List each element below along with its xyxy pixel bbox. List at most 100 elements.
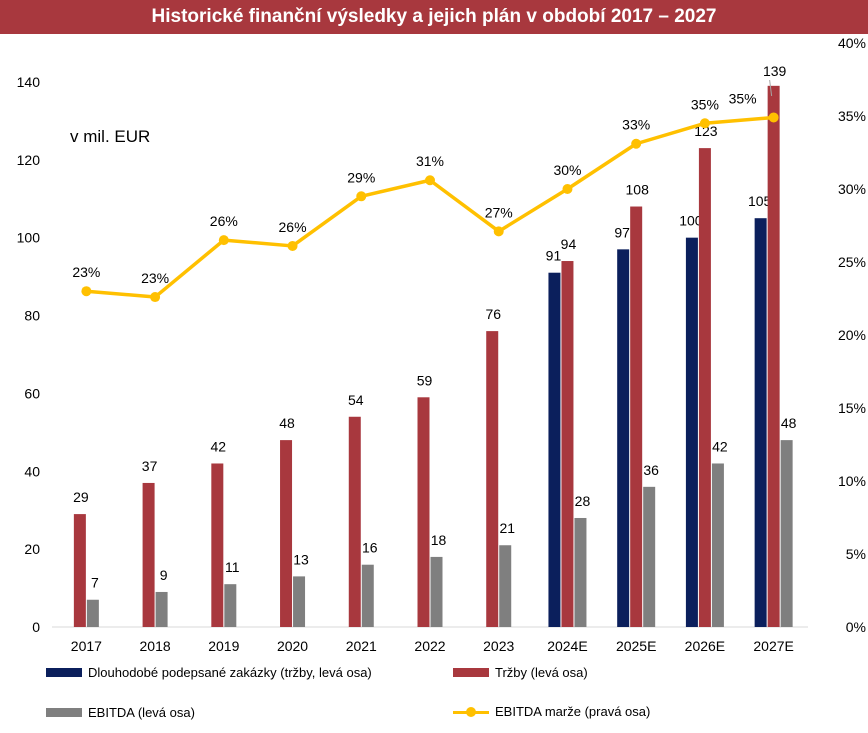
bar-ebitda	[430, 556, 443, 627]
y2-tick-label: 30%	[838, 181, 866, 197]
point-margin	[699, 118, 710, 129]
y2-tick-label: 40%	[838, 35, 866, 51]
bar-ebitda	[643, 486, 656, 627]
data-label-revenue: 139	[763, 63, 787, 79]
y2-tick-label: 0%	[846, 619, 866, 635]
legend-ebitda: EBITDA (levá osa)	[46, 705, 195, 720]
point-margin	[493, 226, 504, 237]
x-tick-label: 2021	[346, 638, 377, 654]
bar-ebitda	[293, 576, 306, 627]
data-label-ebitda: 13	[293, 551, 309, 567]
data-label-ebitda: 18	[431, 532, 447, 548]
bar-revenue	[417, 397, 430, 627]
point-margin	[356, 191, 367, 202]
x-tick-label: 2023	[483, 638, 514, 654]
bar-revenue	[767, 85, 780, 628]
data-label-revenue: 48	[279, 415, 295, 431]
point-margin	[562, 184, 573, 194]
point-margin	[150, 292, 161, 303]
data-label-revenue: 59	[417, 372, 433, 388]
data-label-ebitda: 28	[575, 493, 591, 509]
legend-contracts-label: Dlouhodobé podepsané zakázky (tržby, lev…	[88, 665, 372, 680]
bar-revenue	[630, 206, 643, 627]
data-label-margin: 26%	[210, 213, 238, 229]
bar-ebitda	[574, 517, 587, 627]
y2-tick-label: 25%	[838, 254, 866, 270]
point-margin	[425, 175, 435, 186]
bar-revenue	[698, 148, 711, 627]
data-label-ebitda: 21	[499, 520, 515, 536]
y-tick-label: 0	[32, 619, 40, 635]
data-label-revenue: 108	[626, 182, 650, 198]
x-tick-label: 2026E	[685, 638, 725, 654]
bar-revenue	[348, 416, 361, 627]
data-label-margin: 29%	[347, 169, 375, 185]
legend-ebitda-label: EBITDA (levá osa)	[88, 705, 195, 720]
data-label-revenue: 42	[211, 438, 227, 454]
legend-ebitda-swatch	[46, 708, 82, 717]
y2-tick-label: 20%	[838, 327, 866, 343]
bar-contracts	[548, 272, 561, 627]
data-label-revenue: 76	[485, 306, 501, 322]
data-label-revenue: 54	[348, 392, 364, 408]
legend-margin: EBITDA marže (pravá osa)	[453, 704, 650, 719]
y2-tick-label: 10%	[838, 473, 866, 489]
data-label-margin: 26%	[279, 219, 307, 235]
point-margin	[768, 112, 779, 123]
bar-ebitda	[499, 545, 512, 627]
data-label-margin: 27%	[485, 204, 513, 220]
point-margin	[287, 240, 298, 251]
bar-revenue	[142, 482, 155, 627]
data-label-margin: 35%	[691, 96, 719, 112]
data-label-ebitda: 16	[362, 540, 378, 556]
y2-tick-label: 15%	[838, 400, 866, 416]
bar-contracts	[685, 237, 698, 627]
data-label-margin: 33%	[622, 117, 650, 133]
x-tick-label: 2020	[277, 638, 308, 654]
bar-ebitda	[361, 564, 374, 627]
x-tick-label: 2027E	[753, 638, 793, 654]
legend-revenue-label: Tržby (levá osa)	[495, 665, 588, 680]
legend-contracts-swatch	[46, 668, 82, 677]
bar-ebitda	[224, 584, 237, 627]
data-label-margin: 30%	[553, 162, 581, 178]
y-tick-label: 140	[17, 74, 41, 90]
data-label-ebitda: 36	[643, 462, 659, 478]
unit-label: v mil. EUR	[70, 127, 151, 146]
y-tick-label: 100	[17, 230, 41, 246]
bar-ebitda	[711, 463, 724, 627]
point-margin	[81, 286, 92, 297]
legend-contracts: Dlouhodobé podepsané zakázky (tržby, lev…	[46, 665, 372, 680]
bar-revenue	[280, 440, 293, 627]
data-label-ebitda: 11	[225, 559, 240, 575]
data-label-ebitda: 9	[160, 567, 168, 583]
data-label-ebitda: 7	[91, 575, 99, 591]
legend-margin-swatch	[453, 706, 489, 718]
data-label-margin: 31%	[416, 153, 444, 169]
point-margin	[631, 138, 642, 149]
y-tick-label: 80	[24, 308, 40, 324]
x-tick-label: 2018	[140, 638, 171, 654]
y-tick-label: 120	[17, 152, 41, 168]
bar-ebitda	[780, 440, 793, 627]
bar-ebitda	[86, 599, 99, 627]
legend-revenue-swatch	[453, 668, 489, 677]
data-label-leader	[769, 79, 773, 97]
data-label-contracts: 91	[546, 248, 562, 264]
data-label-margin: 35%	[729, 90, 757, 106]
y2-tick-label: 5%	[846, 546, 866, 562]
bar-revenue	[486, 331, 499, 627]
data-label-revenue: 94	[561, 236, 577, 252]
bar-revenue	[73, 514, 86, 627]
data-label-ebitda: 42	[712, 438, 728, 454]
data-label-ebitda: 48	[781, 415, 797, 431]
data-label-revenue: 37	[142, 458, 158, 474]
point-margin	[218, 235, 229, 246]
data-label-revenue: 123	[694, 123, 718, 139]
series-line-margin	[86, 115, 774, 299]
y-tick-label: 60	[24, 385, 40, 401]
data-label-revenue: 29	[73, 489, 89, 505]
x-tick-label: 2017	[71, 638, 102, 654]
x-tick-label: 2022	[414, 638, 445, 654]
